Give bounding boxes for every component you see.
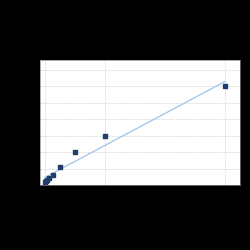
Point <box>44 179 48 183</box>
Point <box>223 84 227 88</box>
Point <box>103 134 107 138</box>
X-axis label: Mouse Glutathione S-transferase A3
Concentration (ng/ml): Mouse Glutathione S-transferase A3 Conce… <box>83 202 197 212</box>
Point <box>47 176 51 180</box>
Point <box>43 180 47 184</box>
Point <box>58 165 62 169</box>
Point <box>73 150 77 154</box>
Point <box>45 178 49 182</box>
Point <box>50 173 54 177</box>
Y-axis label: OD: OD <box>12 117 18 128</box>
